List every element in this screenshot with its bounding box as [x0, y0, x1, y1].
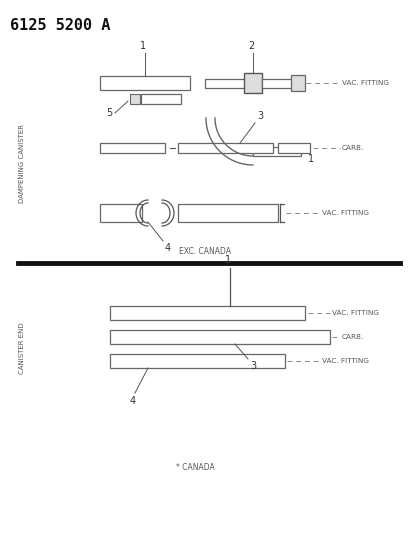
Bar [243, 73, 261, 93]
Bar [110, 306, 304, 320]
Bar [178, 143, 272, 153]
Text: 1: 1 [139, 41, 146, 51]
Text: DAMPENING CANISTER: DAMPENING CANISTER [19, 124, 25, 203]
Bar [130, 94, 139, 104]
Text: 4: 4 [164, 243, 171, 253]
Text: * CANADA: * CANADA [175, 464, 214, 472]
Text: 3: 3 [249, 361, 256, 371]
Text: EXC. CANADA: EXC. CANADA [179, 247, 230, 256]
Bar [277, 143, 309, 153]
Text: 4: 4 [130, 396, 136, 406]
Text: 1: 1 [307, 154, 313, 164]
Text: CARB.: CARB. [341, 334, 363, 340]
Text: CANISTER END: CANISTER END [19, 322, 25, 374]
Text: 2: 2 [247, 41, 254, 51]
Bar [204, 78, 245, 87]
Bar [100, 76, 189, 90]
Bar [178, 204, 277, 222]
Text: VAC. FITTING: VAC. FITTING [321, 210, 368, 216]
Text: 5: 5 [106, 108, 112, 118]
Text: VAC. FITTING: VAC. FITTING [341, 80, 388, 86]
Bar [290, 75, 304, 91]
Text: 3: 3 [256, 111, 263, 121]
Text: 6125 5200 A: 6125 5200 A [10, 18, 110, 33]
Bar [100, 204, 142, 222]
Bar [252, 147, 300, 156]
Bar [110, 354, 284, 368]
Bar [100, 143, 164, 153]
Bar [141, 94, 180, 104]
Bar [261, 78, 291, 87]
Text: VAC. FITTING: VAC. FITTING [331, 310, 378, 316]
Text: CARB.: CARB. [341, 145, 363, 151]
Text: 1: 1 [225, 255, 231, 265]
Text: VAC. FITTING: VAC. FITTING [321, 358, 368, 364]
Bar [110, 330, 329, 344]
